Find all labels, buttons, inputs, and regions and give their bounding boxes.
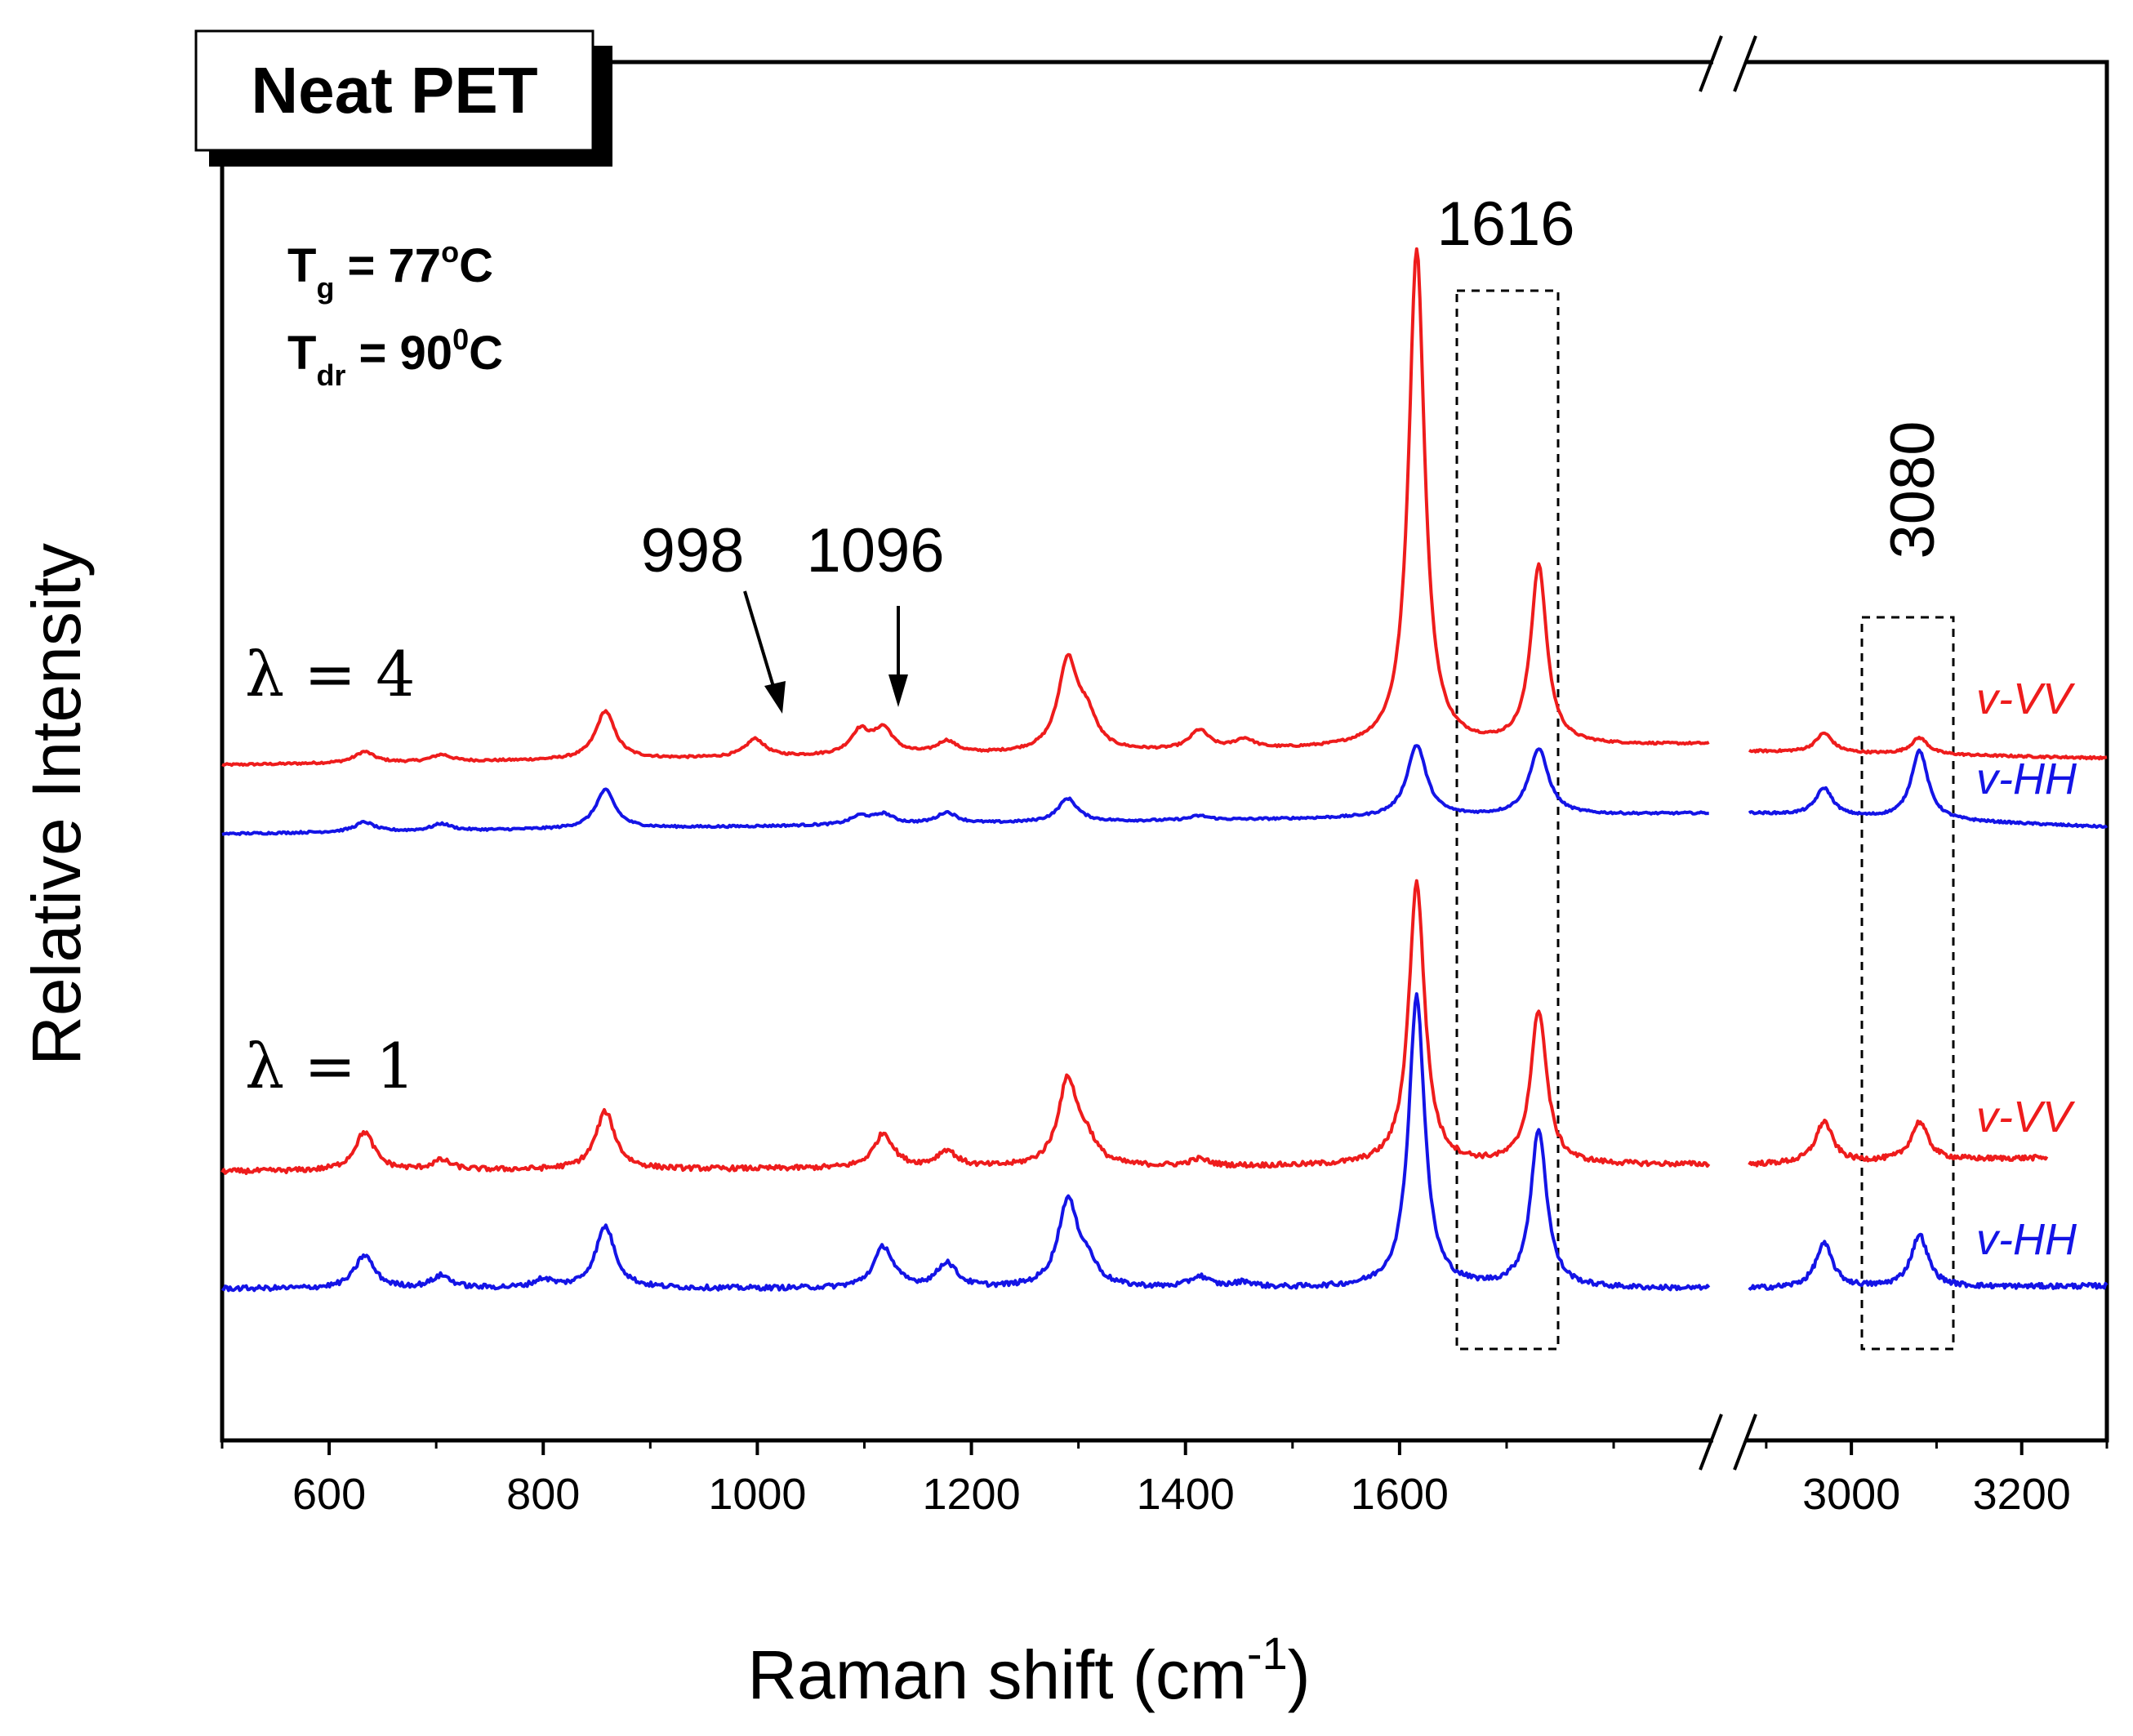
title-box: Neat PET [194,29,612,167]
y-axis-title: Relative Intensity [18,543,95,1066]
x-tick-label: 1000 [708,1470,806,1519]
plot-area-frame [220,60,2109,1443]
tg-condition: Tg = 77oC [287,235,493,305]
x-axis-ticks: 600 800 1000 1200 1400 1600 3000 3200 [220,1440,2109,1519]
x-tick-label: 3200 [1973,1470,2071,1519]
series-line-3-seg0 [220,992,1711,1293]
x-tick-label: 1200 [922,1470,1020,1519]
x-tick-label: 600 [292,1470,366,1519]
legend-vv-lambda4: v-VV [1976,674,2076,723]
lambda-4-label: λ = 4 [245,638,416,710]
annotation-3080: 3080 [1878,421,1948,559]
series-line-2-seg1 [1748,1118,2049,1168]
annotation-1096: 1096 [806,516,944,585]
legend-vv-lambda1: v-VV [1976,1093,2076,1142]
series-line-2-seg0 [220,879,1711,1175]
series-line-0-seg1 [1748,731,2108,761]
tdr-condition: Tdr = 900C [287,323,503,392]
x-tick-label: 1400 [1137,1470,1235,1519]
axis-break-bottom [1699,1413,1757,1471]
x-tick-label: 3000 [1802,1470,1900,1519]
series-line-1-seg1 [1748,748,2109,829]
legend-hh-lambda4: v-HH [1976,754,2077,803]
series-layer [220,247,2109,1293]
arrow-998 [743,590,786,714]
series-line-3-seg1 [1748,1232,2109,1291]
axis-break-top [1699,35,1757,92]
highlight-box-1616 [1455,289,1560,1351]
annotation-998: 998 [641,516,745,585]
series-line-0-seg0 [221,247,1710,768]
legend-hh-lambda1: v-HH [1976,1215,2077,1264]
annotation-1616: 1616 [1436,189,1574,259]
chart-title: Neat PET [251,54,537,127]
lambda-1-label: λ = 1 [245,1030,416,1102]
series-line-1-seg0 [221,744,1709,836]
highlight-box-3080 [1860,616,1955,1351]
x-axis-title: Raman shift (cm-1) [747,1627,1310,1713]
arrow-1096 [888,606,908,707]
x-tick-label: 1600 [1351,1470,1449,1519]
x-tick-label: 800 [506,1470,580,1519]
